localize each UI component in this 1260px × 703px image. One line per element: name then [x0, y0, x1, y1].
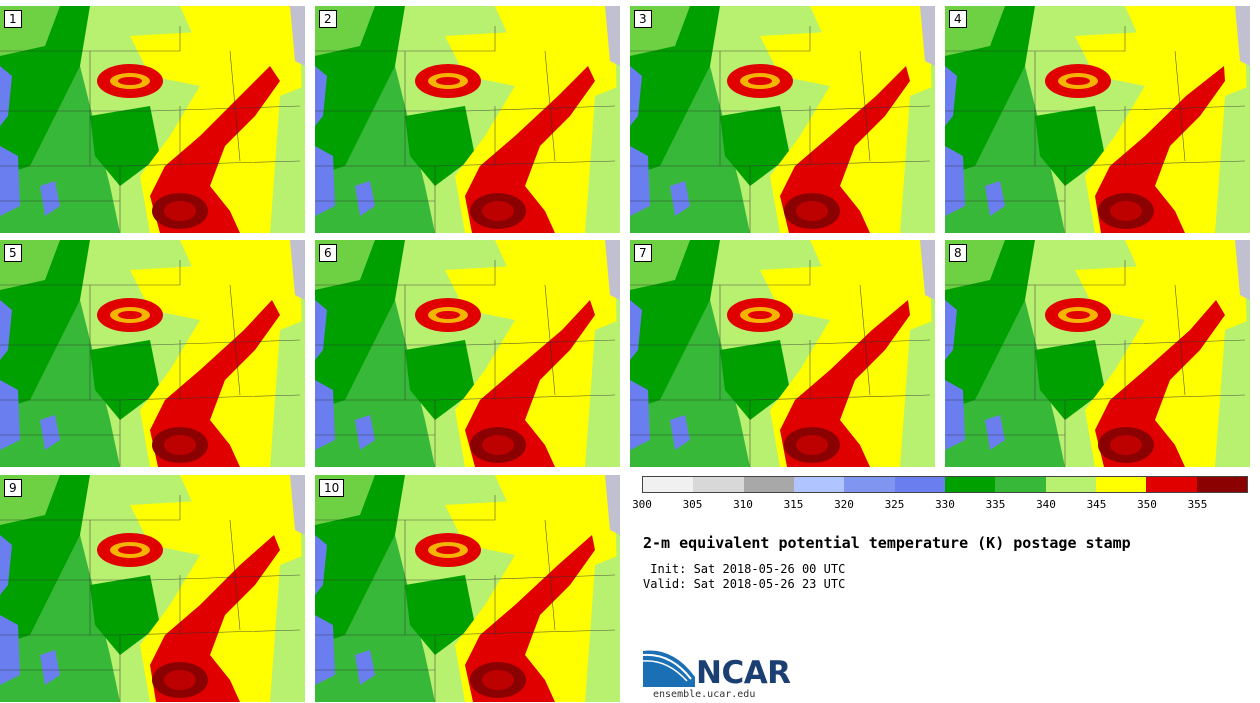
- member-number-label: 5: [4, 244, 22, 262]
- member-number-label: 2: [319, 10, 337, 28]
- theta-e-map: [315, 6, 620, 233]
- colorbar-tick-label: 345: [1086, 498, 1107, 511]
- member-number-label: 10: [319, 479, 345, 497]
- colorbar-tick-label: 340: [1036, 498, 1056, 511]
- postage-stamp-3: 3: [630, 6, 935, 233]
- postage-stamp-7: 7: [630, 240, 935, 467]
- theta-e-map: [0, 240, 305, 467]
- colorbar-tick-label: 330: [935, 498, 955, 511]
- theta-e-map: [945, 240, 1250, 467]
- member-number-label: 9: [4, 479, 22, 497]
- member-number-label: 8: [949, 244, 967, 262]
- colorbar-segment: [743, 477, 794, 492]
- logo-url: ensemble.ucar.edu: [653, 689, 756, 700]
- member-number-label: 4: [949, 10, 967, 28]
- postage-stamp-4: 4: [945, 6, 1250, 233]
- ncar-logo-icon: [643, 650, 695, 687]
- postage-stamp-9: 9: [0, 475, 305, 702]
- colorbar-tick-label: 310: [733, 498, 753, 511]
- colorbar-tick-label: 350: [1137, 498, 1157, 511]
- colorbar-tick-label: 325: [884, 498, 905, 511]
- theta-e-map: [630, 240, 935, 467]
- colorbar-segment: [1146, 477, 1197, 492]
- member-number-label: 3: [634, 10, 652, 28]
- member-number-label: 1: [4, 10, 22, 28]
- plot-title: 2-m equivalent potential temperature (K)…: [643, 534, 1131, 552]
- colorbar-tick-label: 305: [682, 498, 703, 511]
- colorbar-tick-label: 300: [632, 498, 652, 511]
- theta-e-map: [0, 475, 305, 702]
- colorbar-segment: [944, 477, 996, 492]
- colorbar-ticks: 300 305 310 315 320 325 330 335 340 345 350 355: [632, 498, 1248, 512]
- postage-stamp-8: 8: [945, 240, 1250, 467]
- postage-stamp-1: 1: [0, 6, 305, 233]
- postage-stamp-10: 10: [315, 475, 620, 702]
- init-time: Init: Sat 2018-05-26 00 UTC: [643, 562, 846, 576]
- theta-e-map: [945, 6, 1250, 233]
- colorbar-segment: [995, 477, 1046, 492]
- member-number-label: 6: [319, 244, 337, 262]
- colorbar-segment: [1196, 477, 1247, 492]
- colorbar-segment: [1045, 477, 1096, 492]
- postage-stamp-6: 6: [315, 240, 620, 467]
- colorbar-segment: [894, 477, 945, 492]
- theta-e-map: [0, 6, 305, 233]
- colorbar-segment: [793, 477, 845, 492]
- colorbar-segment: [693, 477, 744, 492]
- theta-e-map: [315, 475, 620, 702]
- colorbar-tick-label: 335: [985, 498, 1006, 511]
- colorbar-tick-label: 320: [834, 498, 854, 511]
- postage-stamp-5: 5: [0, 240, 305, 467]
- colorbar: [642, 476, 1248, 493]
- valid-time: Valid: Sat 2018-05-26 23 UTC: [643, 577, 846, 591]
- member-number-label: 7: [634, 244, 652, 262]
- colorbar-tick-label: 355: [1187, 498, 1208, 511]
- colorbar-segment: [643, 477, 694, 492]
- colorbar-tick-label: 315: [783, 498, 804, 511]
- colorbar-segment: [1095, 477, 1147, 492]
- colorbar-segment: [844, 477, 895, 492]
- logo-text: NCAR: [696, 655, 791, 691]
- theta-e-map: [630, 6, 935, 233]
- postage-stamp-2: 2: [315, 6, 620, 233]
- theta-e-map: [315, 240, 620, 467]
